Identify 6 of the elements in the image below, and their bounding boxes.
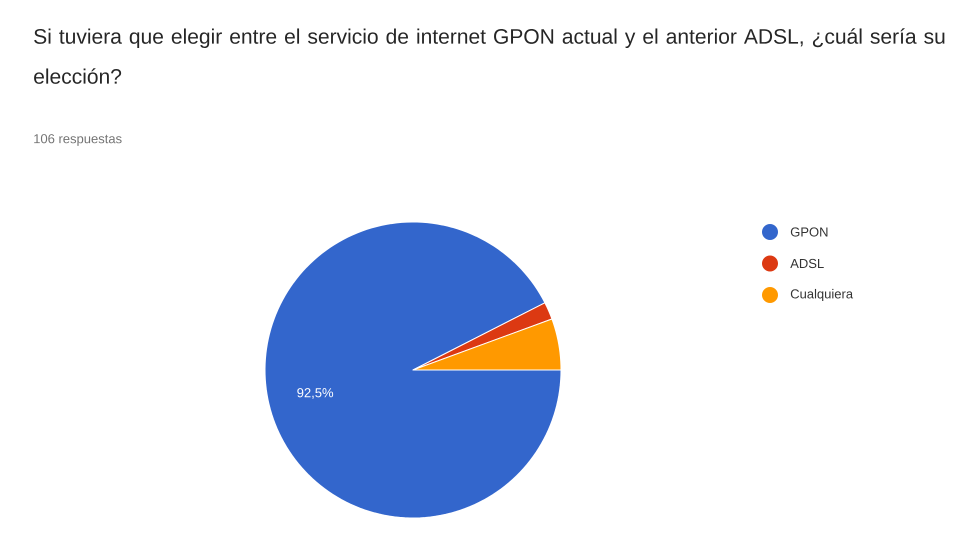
- data-label: 92,5%: [297, 388, 334, 399]
- text: 106 respuestas: [34, 134, 122, 146]
- legend-label: Cualquiera: [790, 288, 854, 302]
- legend-label: GPON: [790, 227, 828, 237]
- chart-title: Si tuviera que elegir entre el servicio de internet GPON actual y el anterior ADSL, ¿cuál sería su elección?: [34, 28, 944, 84]
- legend-label: ADSL: [790, 258, 824, 268]
